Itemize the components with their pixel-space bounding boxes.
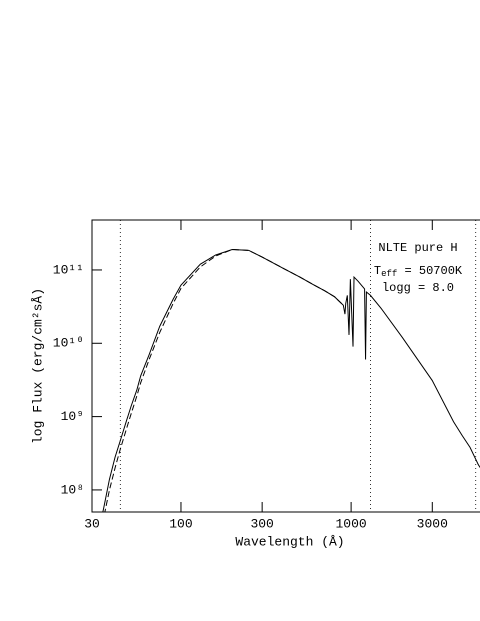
annotation: eff [381,269,397,279]
plot-frame [91,219,480,513]
spectrum-line [102,249,480,512]
annotation: Teff = 50700K [374,264,463,279]
y-axis-label: log Flux (erg/cm²sÅ) [30,288,45,444]
y-tick-label: 10¹⁰ [53,336,84,351]
y-tick-label: 10¹¹ [53,262,84,277]
plot-area [102,220,480,512]
x-tick-label: 30 [84,516,100,531]
x-tick-label: 3000 [417,516,448,531]
y-tick-label: 10⁸ [61,482,84,497]
x-tick-label: 100 [169,516,192,531]
x-tick-label: 300 [250,516,273,531]
annotation: T [374,264,381,278]
x-axis-label: Wavelength (Å) [235,534,344,549]
annotation: = 50700K [397,264,463,278]
x-tick-label: 1000 [336,516,367,531]
y-tick-label: 10⁹ [61,409,84,424]
annotation: logg = 8.0 [382,281,454,295]
spectrum-line [104,249,344,512]
annotation: NLTE pure H [378,241,457,255]
